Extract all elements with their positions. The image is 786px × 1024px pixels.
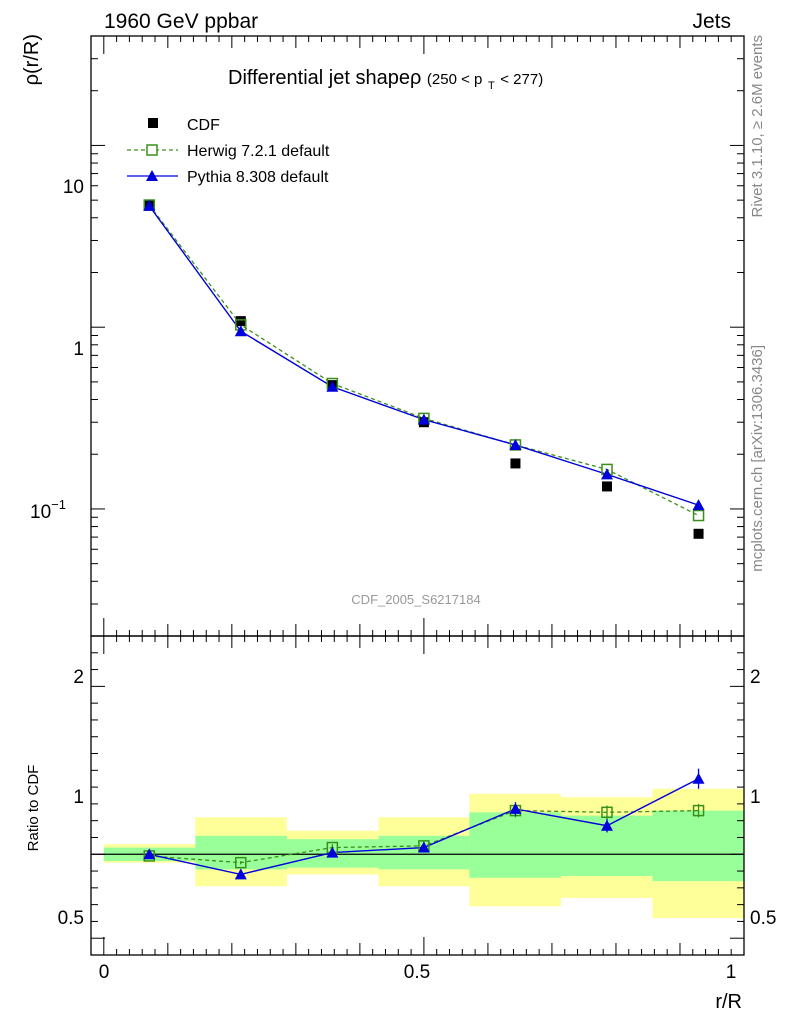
- pythia-line: [148, 205, 699, 506]
- xtick-label-0.5: 0.5: [404, 962, 430, 983]
- ratio-ytick-label-0.5-right: 0.5: [750, 908, 776, 929]
- main-title-range: (250 < p: [427, 71, 482, 88]
- pythia-point: [326, 380, 339, 392]
- ratio-pythia-point: [692, 772, 705, 784]
- ratio-ytick-label-0.5: 0.5: [58, 908, 84, 929]
- pythia-point: [600, 468, 613, 480]
- herwig-line: [148, 204, 699, 517]
- cdf-point: [601, 481, 612, 492]
- legend-herwig-marker: [146, 144, 158, 156]
- ratio-pythia-point: [234, 868, 247, 880]
- header-left: 1960 GeV ppbar: [104, 10, 258, 33]
- xlabel: r/R: [715, 991, 742, 1013]
- legend-herwig-label: Herwig 7.2.1 default: [187, 143, 330, 160]
- ratio-pythia-point: [143, 848, 156, 860]
- ytick-label-0.1-base: 10: [30, 502, 51, 523]
- ratio-herwig-point: [601, 806, 613, 819]
- ratio-frame: [90, 635, 745, 956]
- ratio-ytick-label-1: 1: [73, 787, 84, 808]
- herwig-point: [692, 509, 705, 522]
- mcplots-label: mcplots.cern.ch [arXiv:1306.3436]: [749, 345, 766, 572]
- ratio-pythia-point: [509, 802, 522, 814]
- ytick-label-10: 10: [63, 177, 84, 198]
- header-right: Jets: [692, 10, 731, 33]
- main-ylabel: ρ(r/R): [21, 34, 43, 85]
- main-plot: Differential jet shapeρ (250 < p T < 277…: [21, 34, 745, 637]
- xtick-label-1: 1: [726, 962, 737, 983]
- ratio-ytick-label-2-right: 2: [750, 667, 761, 688]
- ytick-label-0.1-exp: −1: [51, 497, 66, 512]
- rivet-label: Rivet 3.1.10, ≥ 2.6M events: [749, 35, 766, 218]
- main-title-tail: < 277): [500, 71, 543, 88]
- legend: CDF Herwig 7.2.1 default Pythia 8.308 de…: [127, 117, 330, 186]
- ratio-herwig-point: [692, 804, 705, 817]
- pythia-point: [509, 438, 522, 450]
- cdf-point: [510, 458, 521, 469]
- ratio-ytick-label-2: 2: [73, 667, 84, 688]
- xtick-label-0: 0: [99, 962, 110, 983]
- ratio-band-inner-4: [469, 812, 561, 878]
- ratio-band-inner-6: [652, 810, 744, 882]
- legend-pythia-marker: [146, 170, 158, 181]
- legend-cdf-marker: [148, 118, 158, 128]
- main-title: Differential jet shapeρ (250 < p T < 277…: [228, 67, 543, 94]
- pythia-point: [234, 325, 247, 337]
- main-title-subscript: T: [488, 80, 495, 92]
- pythia-point: [143, 199, 156, 211]
- pythia-point: [692, 499, 705, 511]
- ratio-ytick-label-1-right: 1: [750, 787, 761, 808]
- ratio-plot: Ratio to CDF 2 1 0.5 2 1 0.5 0 0.5 1 r/R: [25, 635, 776, 1013]
- ytick-label-0.1: 10−1: [30, 497, 66, 523]
- watermark: CDF_2005_S6217184: [351, 592, 480, 607]
- ratio-herwig-point: [235, 856, 247, 869]
- ratio-pythia-point: [600, 819, 613, 831]
- legend-cdf-label: CDF: [187, 117, 220, 134]
- ytick-label-1: 1: [73, 339, 84, 360]
- ratio-pythia-point: [326, 846, 339, 858]
- pythia-point: [417, 413, 430, 425]
- ratio-pythia-point: [417, 841, 430, 853]
- cdf-point: [693, 528, 704, 539]
- main-title-text: Differential jet shapeρ: [228, 67, 421, 89]
- ratio-ylabel: Ratio to CDF: [25, 765, 42, 852]
- legend-pythia-label: Pythia 8.308 default: [187, 169, 329, 186]
- cdf-point: [235, 316, 246, 327]
